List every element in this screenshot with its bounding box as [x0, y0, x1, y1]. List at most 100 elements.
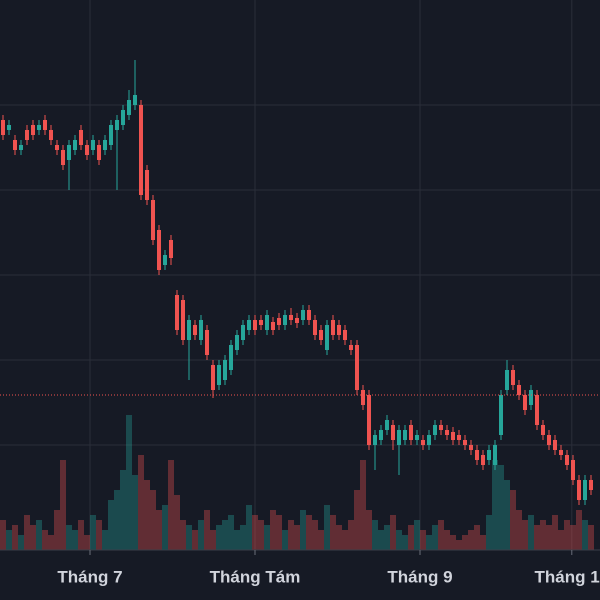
candle-body: [337, 325, 341, 335]
volume-bar: [342, 530, 348, 550]
volume-bar: [582, 520, 588, 550]
candle-body: [1, 120, 5, 135]
volume-bar: [480, 535, 486, 550]
candle-body: [571, 460, 575, 480]
volume-bar: [78, 520, 84, 550]
volume-bar: [6, 530, 12, 550]
candle-body: [457, 435, 461, 440]
volume-bar: [228, 515, 234, 550]
candle-body: [445, 430, 449, 435]
candle-body: [265, 315, 269, 330]
candle-body: [553, 440, 557, 450]
candle-body: [343, 330, 347, 340]
volume-bar: [474, 525, 480, 550]
candle-body: [451, 432, 455, 440]
volume-bar: [294, 525, 300, 550]
candle-body: [253, 320, 257, 330]
x-tick-label: Tháng 9: [387, 567, 452, 586]
volume-bar: [564, 520, 570, 550]
candle-body: [175, 295, 179, 330]
volume-bar: [318, 530, 324, 550]
volume-bar: [138, 455, 144, 550]
volume-bar: [588, 525, 594, 550]
candle-body: [73, 140, 77, 150]
candle-body: [319, 330, 323, 340]
candle-body: [535, 395, 539, 425]
candle-body: [493, 445, 497, 465]
volume-bar: [396, 530, 402, 550]
candle-body: [271, 322, 275, 330]
volume-bar: [174, 495, 180, 550]
candle-body: [421, 440, 425, 445]
volume-bar: [576, 510, 582, 550]
volume-bar: [510, 490, 516, 550]
candle-body: [397, 430, 401, 445]
volume-bar: [324, 505, 330, 550]
candle-body: [67, 145, 71, 160]
candle-body: [241, 325, 245, 340]
candle-body: [463, 440, 467, 445]
volume-bar: [420, 530, 426, 550]
grid: [0, 0, 600, 550]
volume-bar: [150, 490, 156, 550]
candle-body: [409, 425, 413, 440]
candle-body: [31, 125, 35, 135]
candle-body: [511, 370, 515, 385]
volume-bar: [264, 525, 270, 550]
candle-body: [79, 130, 83, 145]
volume-bar: [432, 525, 438, 550]
candle-body: [307, 310, 311, 320]
volume-bar: [372, 520, 378, 550]
candle-body: [127, 100, 131, 115]
candle-body: [541, 425, 545, 435]
candle-body: [61, 150, 65, 165]
volume-bar: [258, 520, 264, 550]
volume-bar: [288, 520, 294, 550]
candle-body: [19, 145, 23, 150]
volume-bar: [282, 530, 288, 550]
volume-bar: [222, 520, 228, 550]
candle-body: [229, 345, 233, 370]
candle-body: [481, 455, 485, 465]
volume-bar: [54, 510, 60, 550]
volume-bar: [546, 525, 552, 550]
x-tick-label: Tháng 7: [57, 567, 122, 586]
volume-bar: [378, 530, 384, 550]
volume-bar: [168, 460, 174, 550]
candle-body: [529, 390, 533, 405]
candle-body: [433, 425, 437, 435]
volume-bar: [216, 525, 222, 550]
candle-body: [277, 318, 281, 325]
candle-body: [367, 395, 371, 445]
volume-bar: [426, 535, 432, 550]
volume-bar: [60, 460, 66, 550]
candle-body: [139, 105, 143, 195]
volume-bar: [162, 505, 168, 550]
volume-bar: [450, 535, 456, 550]
volume-bar: [72, 530, 78, 550]
volume-bar: [552, 515, 558, 550]
volume-bar: [36, 520, 42, 550]
candle-body: [499, 395, 503, 435]
volume-bar: [330, 515, 336, 550]
volume-bar: [156, 510, 162, 550]
volume-bar: [198, 520, 204, 550]
volume-bar: [120, 470, 126, 550]
volume-layer: [0, 415, 594, 550]
candle-body: [547, 435, 551, 445]
candle-body: [283, 315, 287, 325]
volume-bar: [492, 460, 498, 550]
volume-bar: [504, 480, 510, 550]
candle-body: [91, 140, 95, 150]
candle-body: [247, 320, 251, 330]
volume-bar: [30, 525, 36, 550]
volume-bar: [558, 530, 564, 550]
candle-layer: [0, 60, 600, 505]
x-tick-label: Tháng Tám: [210, 567, 301, 586]
volume-bar: [210, 530, 216, 550]
volume-bar: [528, 515, 534, 550]
candle-body: [115, 120, 119, 130]
volume-bar: [66, 525, 72, 550]
